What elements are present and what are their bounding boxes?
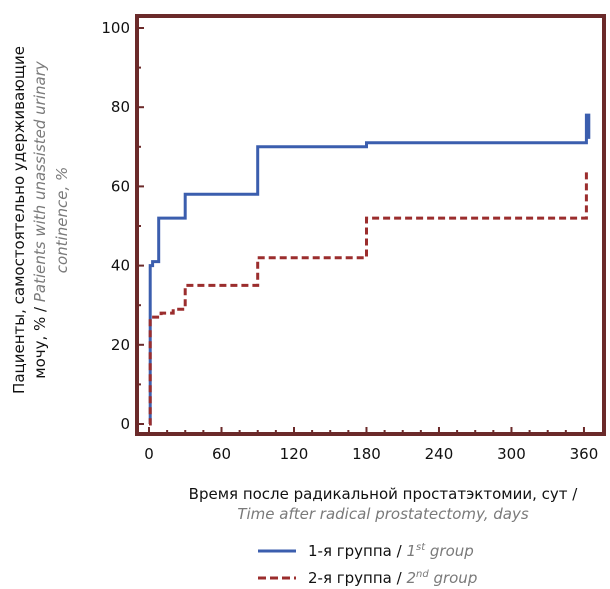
svg-text:2-я группа / 2nd group: 2-я группа / 2nd group [308, 569, 477, 587]
y-tick-label: 80 [111, 98, 130, 116]
y-tick-label: 40 [111, 257, 130, 275]
x-axis-title: Время после радикальной простатэктомии, … [189, 485, 579, 523]
legend-label-en-rest-1: group [425, 542, 474, 560]
x-tick-label: 240 [425, 445, 454, 463]
legend-label-sup-1: st [416, 542, 426, 553]
x-axis-title-ru: Время после радикальной простатэктомии, … [189, 485, 579, 503]
plot-frame [135, 14, 606, 436]
legend-label-en-2: 2 [406, 569, 416, 587]
svg-text:1-я группа / 1st group: 1-я группа / 1st group [308, 542, 474, 560]
svg-text:Пациенты, самостоятельно удерж: Пациенты, самостоятельно удерживающие [10, 46, 28, 394]
series-layer [148, 113, 591, 426]
axes-group [135, 14, 606, 436]
y-axis-title-en-1: Patients with unassisted urinary [31, 60, 49, 302]
y-tick-label: 100 [101, 19, 130, 37]
x-tick-label: 360 [570, 445, 599, 463]
legend-item-group-2: 2-я группа / 2nd group [258, 569, 477, 587]
legend-label-ru-2: 2-я группа / [308, 569, 406, 587]
x-axis-title-en: Time after radical prostatectomy, days [237, 505, 528, 523]
legend-item-group-1: 1-я группа / 1st group [258, 542, 474, 560]
tick-layer: 0 20 40 60 80 100 0 60 120 180 240 300 360 [101, 19, 598, 463]
y-axis-title: Пациенты, самостоятельно удерживающие мо… [10, 46, 71, 394]
legend-label-en-1: 1 [406, 542, 416, 560]
x-tick-label: 180 [352, 445, 381, 463]
legend-label-sup-2: nd [416, 569, 429, 580]
svg-text:continence, %: continence, % [53, 167, 71, 274]
svg-text:мочу, % / Patients with unassi: мочу, % / Patients with unassisted urina… [31, 60, 49, 379]
x-tick-label: 60 [212, 445, 231, 463]
x-tick-label: 120 [280, 445, 309, 463]
x-tick-label: 300 [497, 445, 526, 463]
y-tick-label: 0 [120, 415, 130, 433]
legend: 1-я группа / 1st group 2-я группа / 2nd … [258, 542, 477, 587]
series-line-group-1 [148, 113, 591, 426]
legend-label-en-rest-2: group [429, 569, 478, 587]
series-line-group-2 [148, 170, 588, 426]
y-tick-label: 60 [111, 177, 130, 195]
y-axis-title-ru: Пациенты, самостоятельно удерживающие [10, 46, 28, 394]
y-tick-label: 20 [111, 336, 130, 354]
y-axis-title-en-2: continence, % [53, 167, 71, 274]
y-axis-title-ru-2: мочу, % / [31, 302, 49, 379]
x-tick-label: 0 [144, 445, 154, 463]
legend-label-ru-1: 1-я группа / [308, 542, 406, 560]
